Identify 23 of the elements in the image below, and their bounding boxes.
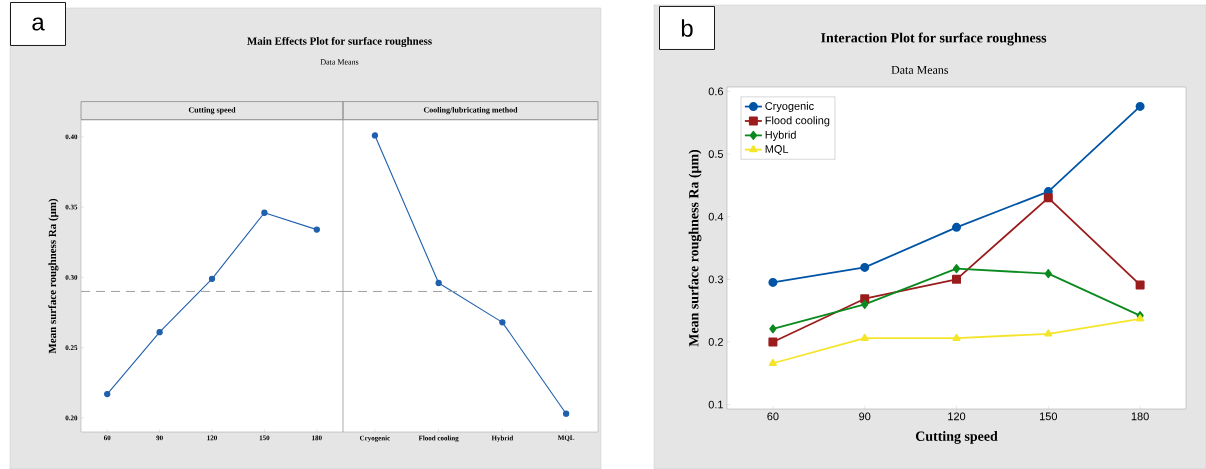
y-tick-label: 0.3	[708, 275, 724, 284]
legend-label: Hybrid	[765, 130, 796, 141]
chart-title: Main Effects Plot for surface roughness	[247, 36, 432, 48]
text: a	[32, 17, 45, 31]
x-axis-title: Cutting speed	[915, 431, 998, 444]
legend-label: Flood cooling	[765, 116, 830, 127]
legend-label: MQL	[765, 145, 789, 155]
chart-subtitle: Data Means	[891, 66, 949, 74]
y-tick-label: 0.5	[708, 150, 724, 158]
x-tick-label: 180	[1131, 412, 1149, 421]
y-tick-label: 0.2	[708, 338, 723, 346]
text: b	[681, 19, 693, 37]
y-tick-label: 0.4	[708, 212, 724, 221]
y-tick-label: 0.1	[708, 400, 723, 409]
y-axis-title: Mean surface roughness Ra (μm)	[48, 198, 59, 354]
x-tick-label: 120	[948, 412, 966, 421]
y-axis-title: Mean surface roughness Ra (μm)	[688, 149, 702, 347]
y-tick-label: 0.6	[708, 87, 724, 96]
x-tick-label: 60	[767, 412, 779, 421]
chart-title: Interaction Plot for surface roughness	[821, 32, 1047, 46]
x-tick-label: 90	[859, 412, 871, 421]
legend-label: Cryogenic	[765, 101, 814, 113]
x-tick-label: 150	[1040, 412, 1058, 421]
